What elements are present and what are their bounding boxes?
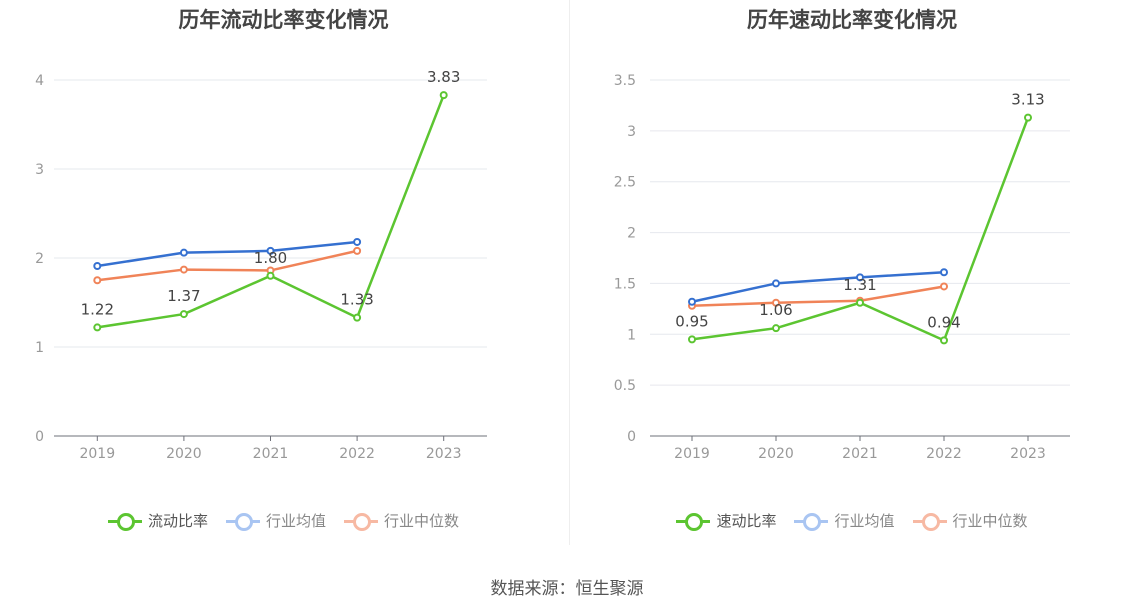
x-tick-label: 2021: [253, 446, 289, 462]
panel-divider: [569, 0, 570, 545]
legend-marker-icon: [794, 512, 829, 531]
chart-legend: 速动比率 行业均值 行业中位数: [570, 510, 1134, 531]
x-tick-label: 2019: [79, 446, 115, 462]
legend-item-industry-mean[interactable]: 行业均值: [225, 510, 326, 531]
series-line: [97, 94, 445, 329]
series-line: [691, 117, 1030, 342]
chart-plot: 0 0.5 1 1.5 2 2.5 3 3.5 2019 2020 2021 2022 2023 0.95…: [614, 73, 1070, 462]
data-point: [266, 271, 275, 280]
data-point: [93, 276, 102, 285]
data-source-note: 数据来源：恒生聚源: [490, 579, 644, 599]
data-point: [353, 313, 362, 322]
quick-ratio-chart: 历年速动比率变化情况 0 0.5 1 1.5 2 2.5 3 3.5 2019 2020 2021 2…: [570, 0, 1134, 560]
y-tick-label: 1: [627, 327, 636, 343]
x-tick-label: 2020: [166, 446, 202, 462]
y-tick-label: 2: [35, 251, 44, 267]
data-point: [772, 298, 780, 307]
data-point: [772, 279, 780, 288]
data-label: 0.94: [927, 313, 960, 331]
data-point: [940, 336, 948, 345]
data-point: [856, 273, 864, 282]
data-point: [688, 335, 696, 344]
legend-item-industry-median[interactable]: 行业中位数: [344, 510, 459, 531]
legend-marker-icon: [225, 512, 260, 531]
data-point: [179, 248, 188, 257]
y-tick-label: 3.5: [614, 73, 636, 89]
data-point: [93, 323, 102, 332]
legend-item-industry-median[interactable]: 行业中位数: [912, 510, 1028, 531]
series-line: [97, 240, 358, 268]
x-tick-label: 2023: [426, 446, 462, 462]
legend-marker-icon: [344, 512, 378, 531]
legend-label: 行业中位数: [952, 512, 1028, 530]
legend-label: 行业均值: [265, 512, 326, 530]
series-line: [691, 270, 945, 303]
y-tick-label: 4: [35, 73, 44, 89]
data-point: [353, 237, 362, 246]
x-tick-label: 2019: [674, 446, 710, 462]
legend-marker-icon: [676, 512, 711, 531]
legend-marker-icon: [912, 512, 947, 531]
data-label: 1.37: [167, 287, 200, 305]
legend-item-primary[interactable]: 速动比率: [676, 510, 776, 531]
data-label: 3.13: [1011, 91, 1044, 109]
data-point: [179, 310, 188, 319]
series-line: [691, 285, 945, 308]
data-label: 1.31: [843, 276, 876, 294]
y-tick-label: 1.5: [614, 276, 636, 292]
legend-label: 速动比率: [716, 512, 777, 530]
chart-legend: 流动比率 行业均值 行业中位数: [0, 510, 567, 531]
legend-label: 行业中位数: [384, 512, 460, 530]
data-label: 1.33: [340, 291, 373, 309]
y-tick-label: 0: [627, 429, 636, 445]
data-point: [856, 298, 864, 307]
series-line: [97, 249, 358, 282]
data-label: 0.95: [675, 312, 708, 330]
data-point: [266, 246, 275, 255]
data-point: [940, 282, 948, 291]
data-label: 1.22: [81, 300, 114, 318]
data-label: 3.83: [427, 68, 460, 86]
data-point: [179, 265, 188, 274]
data-point: [439, 91, 448, 100]
y-tick-label: 1: [35, 340, 44, 356]
data-point: [1024, 113, 1032, 122]
legend-label: 流动比率: [147, 512, 208, 530]
chart-plot: 0 1 2 3 4 2019 2020 2021 2022 2023 1.22 1.37 1.80 1.3…: [35, 68, 487, 462]
legend-marker-icon: [107, 512, 142, 531]
data-point: [940, 268, 948, 277]
x-tick-label: 2023: [1010, 446, 1046, 462]
data-point: [688, 297, 696, 306]
data-point: [772, 324, 780, 333]
data-point: [93, 262, 102, 271]
data-label: 1.80: [254, 249, 287, 267]
y-tick-label: 3: [35, 162, 44, 178]
chart-title: 历年流动比率变化情况: [178, 8, 389, 32]
chart-title: 历年速动比率变化情况: [747, 8, 957, 32]
y-tick-label: 0: [35, 429, 44, 445]
legend-label: 行业均值: [834, 512, 895, 530]
y-tick-label: 3: [627, 124, 636, 140]
liquidity-ratio-chart: 历年流动比率变化情况 0 1 2 3 4 2019 2020 2021 2022 2023 1.22…: [0, 0, 567, 560]
x-tick-label: 2022: [339, 446, 375, 462]
legend-item-industry-mean[interactable]: 行业均值: [794, 510, 895, 531]
y-tick-label: 2.5: [614, 175, 636, 191]
data-label: 1.06: [759, 301, 792, 319]
y-tick-label: 2: [627, 226, 636, 242]
legend-item-primary[interactable]: 流动比率: [107, 510, 208, 531]
x-tick-label: 2021: [842, 446, 878, 462]
y-tick-label: 0.5: [614, 378, 636, 394]
data-point: [353, 246, 362, 255]
x-tick-label: 2020: [758, 446, 794, 462]
x-tick-label: 2022: [926, 446, 962, 462]
